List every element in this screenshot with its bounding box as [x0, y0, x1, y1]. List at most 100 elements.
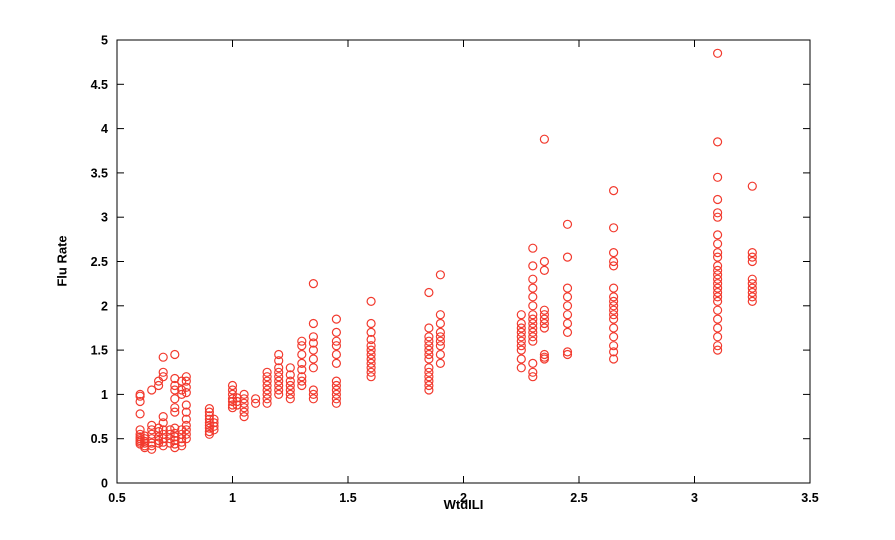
data-point [539, 352, 550, 362]
data-point [297, 358, 307, 368]
data-point [424, 376, 434, 386]
data-point [181, 414, 191, 424]
data-point [528, 336, 538, 346]
data-point [285, 389, 295, 399]
data-point [366, 296, 376, 306]
data-point [539, 134, 550, 144]
data-point [170, 403, 180, 413]
data-point [562, 347, 573, 357]
data-point [262, 367, 272, 377]
data-point [712, 261, 723, 271]
data-point [528, 367, 538, 377]
data-point [204, 427, 214, 437]
data-point [274, 385, 284, 395]
data-point [712, 230, 723, 240]
data-point [297, 365, 307, 375]
data-point [170, 443, 180, 453]
data-point [366, 367, 376, 377]
data-point [712, 274, 723, 284]
data-point [712, 239, 723, 249]
data-point [712, 172, 723, 182]
data-point [135, 409, 145, 419]
data-point [608, 305, 619, 315]
data-point [562, 283, 573, 293]
data-point [274, 349, 284, 360]
data-point [712, 194, 723, 205]
x-tick-label: 3 [691, 491, 698, 505]
data-point [528, 261, 538, 271]
data-point [331, 389, 341, 399]
data-point [747, 283, 757, 293]
data-point [366, 327, 376, 337]
data-point [562, 310, 573, 320]
data-point [274, 363, 284, 373]
data-point [712, 208, 723, 218]
data-point [170, 380, 180, 391]
data-point [239, 412, 249, 422]
data-point [528, 243, 538, 253]
data-point [227, 385, 238, 395]
data-point [424, 385, 434, 395]
data-point [712, 292, 723, 302]
data-point [154, 427, 164, 437]
data-point [562, 327, 573, 337]
data-point [262, 372, 272, 382]
data-point [331, 376, 341, 386]
data-point [747, 248, 757, 258]
data-point [331, 341, 341, 351]
data-point [170, 385, 180, 395]
data-point [181, 407, 191, 417]
data-point [297, 372, 307, 382]
data-point [262, 380, 272, 391]
data-point [331, 314, 341, 324]
data-point [227, 380, 238, 391]
data-point [747, 287, 757, 298]
data-point [177, 389, 187, 399]
data-point [204, 407, 214, 417]
data-point [712, 341, 723, 351]
data-point [181, 372, 191, 382]
data-point [308, 394, 318, 404]
data-point [285, 370, 295, 380]
data-point [331, 349, 341, 360]
data-point [274, 376, 284, 386]
data-point [562, 301, 573, 311]
data-point [424, 323, 434, 333]
x-tick-label: 1 [229, 491, 236, 505]
data-point [308, 332, 318, 342]
data-point [331, 358, 341, 368]
data-point [181, 434, 191, 444]
data-point [608, 256, 619, 267]
data-point [747, 181, 757, 191]
x-tick-label: 2.5 [570, 491, 587, 505]
data-point [170, 435, 180, 446]
data-point [170, 439, 180, 449]
data-point [516, 341, 526, 351]
data-point [239, 394, 249, 404]
data-point [204, 423, 214, 433]
data-point [297, 376, 307, 386]
data-point [562, 252, 573, 262]
data-point [435, 341, 445, 351]
data-point [747, 296, 757, 306]
data-point [181, 420, 191, 430]
data-point [251, 398, 261, 408]
data-point [181, 388, 191, 398]
data-point [424, 332, 434, 342]
data-point [747, 252, 757, 262]
data-point [308, 354, 318, 364]
data-point [712, 345, 723, 355]
y-tick-label: 3.5 [91, 166, 108, 180]
data-point [562, 219, 573, 229]
y-tick-label: 2.5 [91, 255, 108, 269]
data-point [331, 398, 341, 408]
data-point [424, 336, 434, 346]
data-point [274, 380, 284, 391]
data-point [712, 287, 723, 298]
data-point [262, 389, 272, 399]
data-point [232, 393, 242, 403]
data-point [135, 425, 145, 435]
data-point [424, 341, 434, 351]
data-point [539, 256, 550, 267]
y-tick-label: 3 [101, 211, 108, 225]
